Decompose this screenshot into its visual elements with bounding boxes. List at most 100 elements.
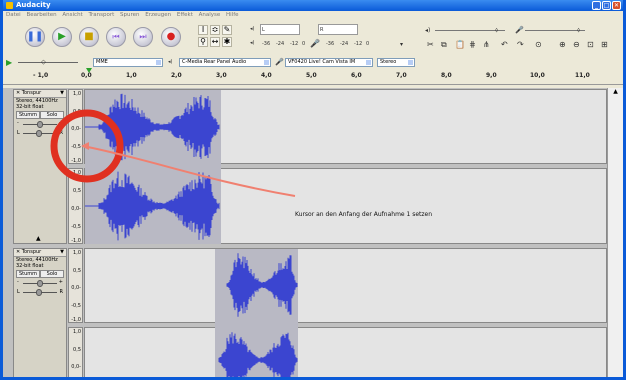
track1-format: 32-bit float xyxy=(16,104,44,110)
edit-toolbar: ◂) ⬨ 🎤 ⬨ ✂ ⧉ 📋 ⋕ ⋔ ↶ ↷ ⊙ ⊕ ⊖ ⊡ ⊞ xyxy=(423,24,621,52)
envelope-tool-icon[interactable]: ≎ xyxy=(210,25,220,35)
zoom-out-icon[interactable]: ⊖ xyxy=(573,40,580,49)
sync-lock-icon[interactable]: ⊙ xyxy=(535,40,542,49)
menu-erzeugen[interactable]: Erzeugen xyxy=(145,12,172,18)
timeshift-tool-icon[interactable]: ↔ xyxy=(210,37,220,47)
microphone-icon[interactable]: 🎤 xyxy=(310,39,320,48)
menu-bar: Datei Bearbeiten Ansicht Transport Spure… xyxy=(3,11,623,20)
vruler-label: 0,0- xyxy=(71,285,81,291)
playback-volume-knob[interactable]: ⬨ xyxy=(495,26,499,34)
track1-mute-button[interactable]: Stumm xyxy=(16,111,40,119)
track2-gain-slider[interactable]: - + xyxy=(17,279,63,288)
record-button[interactable]: ● xyxy=(161,27,181,47)
track2-header[interactable]: ✕ Tonspur ▼ xyxy=(14,249,66,257)
track1-collapse-icon[interactable]: ▲ xyxy=(36,235,41,242)
playhead-marker-icon[interactable] xyxy=(86,68,92,73)
fit-selection-icon[interactable]: ⊡ xyxy=(587,40,594,49)
record-volume-slider[interactable] xyxy=(525,30,585,31)
selection-tool-icon[interactable]: I xyxy=(198,25,208,35)
minimize-button[interactable]: _ xyxy=(592,1,601,10)
track2-mute-button[interactable]: Stumm xyxy=(16,270,40,278)
track2-right-waveform-canvas[interactable] xyxy=(84,327,607,377)
play-at-speed-icon[interactable]: ▶ xyxy=(6,58,13,67)
undo-icon[interactable]: ↶ xyxy=(501,40,508,49)
vruler-label: 1,0 xyxy=(73,91,81,97)
multi-tool-icon[interactable]: ✱ xyxy=(222,37,232,47)
track1-solo-button[interactable]: Solo xyxy=(40,111,64,119)
track2-right-vruler[interactable]: 1,0 0,5 0,0- xyxy=(68,327,83,377)
timeline-ruler[interactable]: - 1,0 0,0 1,0 2,0 3,0 4,0 5,0 6,0 7,0 8,… xyxy=(3,68,623,85)
play-speed-knob[interactable]: ⬦ xyxy=(41,58,46,66)
ruler-tick-label: 5,0 xyxy=(306,72,317,79)
pause-button[interactable]: ❚❚ xyxy=(25,27,45,47)
output-meter-left[interactable]: L xyxy=(260,24,300,35)
paste-icon[interactable]: 📋 xyxy=(455,40,465,49)
vruler-label: -0,5 xyxy=(71,224,81,230)
output-meter-right[interactable]: R xyxy=(318,24,358,35)
draw-tool-icon[interactable]: ✎ xyxy=(222,25,232,35)
annotation-arrow-line xyxy=(82,145,296,197)
ruler-tick-label: 4,0 xyxy=(261,72,272,79)
channels-select[interactable]: Stereo xyxy=(377,58,415,67)
ruler-tick-label: 11,0 xyxy=(575,72,590,79)
device-toolbar: ▶ ⬦ MME ◂) C-Media Rear Panel Audio 🎤 VF… xyxy=(3,57,623,68)
menu-hilfe[interactable]: Hilfe xyxy=(226,12,239,18)
scroll-up-icon[interactable]: ▲ xyxy=(613,88,618,95)
track1-close-icon[interactable]: ✕ xyxy=(16,90,21,96)
title-bar: Audacity _ □ ✕ xyxy=(3,0,623,11)
copy-icon[interactable]: ⧉ xyxy=(441,40,447,49)
record-volume-knob[interactable]: ⬨ xyxy=(577,26,581,34)
pan-r-label: R xyxy=(59,289,63,295)
audacity-app-icon xyxy=(6,2,13,9)
input-level-slider[interactable]: ▾ xyxy=(400,41,404,48)
play-icon: ▶ xyxy=(58,31,66,42)
maximize-button[interactable]: □ xyxy=(602,1,611,10)
input-device-select[interactable]: VF0420 Live! Cam Vista IM xyxy=(285,58,373,67)
menu-spuren[interactable]: Spuren xyxy=(120,12,140,18)
stop-button[interactable]: ■ xyxy=(79,27,99,47)
track2-left-waveform-canvas[interactable] xyxy=(84,248,607,323)
vruler-label: 0,5 xyxy=(73,268,81,274)
zoom-tool-icon[interactable]: ⚲ xyxy=(198,37,208,47)
play-speed-slider[interactable] xyxy=(18,62,78,63)
pan-r-label: R xyxy=(59,130,63,136)
menu-ansicht[interactable]: Ansicht xyxy=(62,12,83,18)
silence-icon[interactable]: ⋔ xyxy=(483,40,490,49)
speaker-icon: ◂) xyxy=(250,26,255,32)
close-button[interactable]: ✕ xyxy=(612,1,621,10)
track2-name[interactable]: Tonspur xyxy=(21,249,42,255)
track2-solo-button[interactable]: Solo xyxy=(40,270,64,278)
meter-scale: 0 xyxy=(366,41,370,47)
play-button[interactable]: ▶ xyxy=(52,27,72,47)
fit-project-icon[interactable]: ⊞ xyxy=(601,40,608,49)
track1-right-vruler[interactable]: 1,0 0,5 0,0- -0,5 -1,0 xyxy=(68,168,83,244)
vertical-scrollbar[interactable]: ▲ xyxy=(607,88,623,377)
meter-scale: -36 xyxy=(262,41,271,47)
vruler-label: -0,5 xyxy=(71,303,81,309)
menu-analyse[interactable]: Analyse xyxy=(198,12,221,18)
skip-end-button[interactable]: ⏭ xyxy=(133,27,153,47)
skip-start-button[interactable]: ⏮ xyxy=(106,27,126,47)
menu-bearbeiten[interactable]: Bearbeiten xyxy=(26,12,57,18)
track2-left-vruler[interactable]: 1,0 0,5 0,0- -0,5 -1,0 xyxy=(68,248,83,323)
trim-icon[interactable]: ⋕ xyxy=(469,40,476,49)
track1-header[interactable]: ✕ Tonspur ▼ xyxy=(14,90,66,98)
menu-effekt[interactable]: Effekt xyxy=(176,12,193,18)
track2-close-icon[interactable]: ✕ xyxy=(16,249,21,255)
zoom-in-icon[interactable]: ⊕ xyxy=(559,40,566,49)
redo-icon[interactable]: ↷ xyxy=(517,40,524,49)
vruler-label: 1,0 xyxy=(73,170,81,176)
window-title: Audacity xyxy=(16,1,51,9)
track2-menu-icon[interactable]: ▼ xyxy=(60,249,64,255)
track1-menu-icon[interactable]: ▼ xyxy=(60,90,64,96)
menu-transport[interactable]: Transport xyxy=(88,12,115,18)
cut-icon[interactable]: ✂ xyxy=(427,40,434,49)
audio-host-select[interactable]: MME xyxy=(93,58,163,67)
output-device-select[interactable]: C-Media Rear Panel Audio xyxy=(179,58,271,67)
track1-name[interactable]: Tonspur xyxy=(21,90,42,96)
menu-datei[interactable]: Datei xyxy=(6,12,21,18)
track1-left-vruler[interactable]: 1,0 0,5 0,0- -0,5 -1,0 xyxy=(68,89,83,164)
playback-volume-slider[interactable] xyxy=(435,30,505,31)
